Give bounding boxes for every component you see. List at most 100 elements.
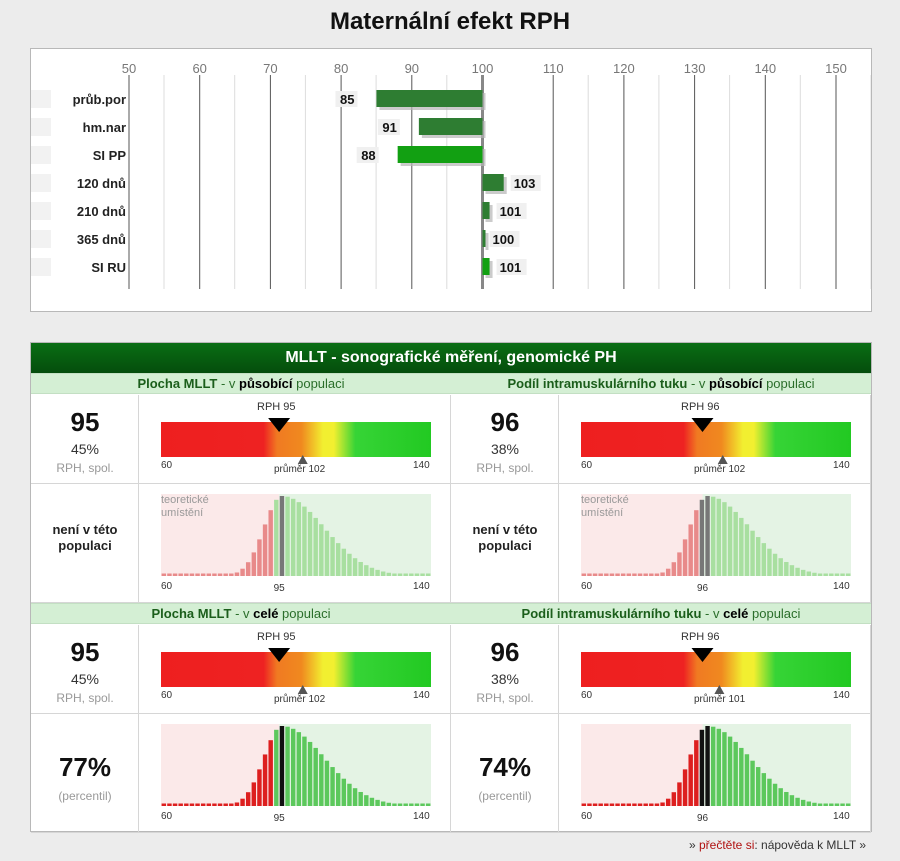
bar-chart-svg: 50 60 70 80 90 100 110 120 130 140 150 průb.por 85 hm… <box>31 61 871 289</box>
histogram-bar <box>217 803 223 806</box>
scale-cell: RPH 95 60 140 průměr 102 <box>139 395 451 484</box>
axis-tick-label: 150 <box>825 61 847 76</box>
average-marker-triangle <box>714 685 725 694</box>
histogram-bar <box>335 773 341 806</box>
histogram-bar <box>806 801 812 806</box>
histogram-bar <box>812 572 817 576</box>
bar-value-label: 100 <box>493 232 515 247</box>
bar <box>482 174 504 191</box>
histogram-bar <box>212 803 217 806</box>
hist-max-label: 140 <box>413 811 430 822</box>
histogram-bar <box>789 795 795 806</box>
histogram-bar <box>403 803 408 806</box>
histogram-bar <box>677 552 682 576</box>
histogram-bar <box>795 567 800 576</box>
rph-marker-triangle <box>691 648 714 662</box>
rph-value: 96 <box>490 407 520 437</box>
percentile-value: 77% <box>58 752 112 782</box>
histogram-bar <box>739 747 744 806</box>
percentile-cell: 77% (percentil) <box>31 714 139 833</box>
histogram-bar <box>649 803 654 806</box>
histogram-bar <box>268 740 273 806</box>
histogram-bar <box>615 803 620 806</box>
rph-marker-label: RPH 95 <box>257 401 296 413</box>
histogram-bar <box>245 792 251 806</box>
hist-mid-label: 96 <box>697 583 709 594</box>
rph-value: 95 <box>70 407 100 437</box>
rph-scale-gradient <box>581 422 851 457</box>
histogram-bar <box>778 788 783 806</box>
histogram-bar <box>352 788 358 806</box>
section-population-type: celé <box>723 606 749 621</box>
distribution-histogram: 95 <box>161 494 431 594</box>
histogram-bar <box>347 783 352 806</box>
histogram-bar <box>609 573 615 576</box>
histogram-bar <box>189 573 195 576</box>
histogram-bar <box>654 803 660 806</box>
histogram-bar <box>302 506 307 576</box>
histogram-bar <box>604 803 609 806</box>
histogram-bar <box>733 741 738 806</box>
section-population-suffix: populaci <box>292 376 345 391</box>
histogram-bar <box>834 803 840 806</box>
histogram-bar <box>665 568 671 576</box>
value-cell: 95 45% RPH, spol. <box>31 395 139 484</box>
histogram-bar <box>251 552 257 576</box>
section-subheader: Podíl intramuskulárního tuku - v působíc… <box>451 373 871 394</box>
histogram-bar <box>184 573 189 576</box>
histogram-bar <box>682 539 688 576</box>
percentile-cell: 74% (percentil) <box>451 714 559 833</box>
histogram-bar <box>330 767 335 806</box>
value-label-bg <box>496 203 527 219</box>
section-title: Plocha MLLT <box>151 606 232 621</box>
axis-tick-label: 60 <box>192 61 206 76</box>
histogram-bar <box>772 783 778 806</box>
histogram-bar <box>352 558 358 576</box>
histogram-bar <box>386 572 392 576</box>
value-cell: 96 38% RPH, spol. <box>451 395 559 484</box>
histogram-bar <box>172 803 178 806</box>
histogram-bar <box>319 524 324 576</box>
footer-link-help[interactable]: : nápověda k MLLT <box>754 838 856 852</box>
histogram-bar <box>217 573 223 576</box>
histogram-bar <box>626 573 632 576</box>
theoretical-placement-note: teoretické umístění <box>581 494 629 519</box>
bar <box>376 90 483 107</box>
histogram-bar <box>817 573 823 576</box>
value-label-bg <box>496 259 527 275</box>
histogram-bar <box>307 741 313 806</box>
histogram-bar <box>279 496 285 576</box>
histogram-bar <box>223 573 228 576</box>
histogram-bar <box>302 736 307 806</box>
axis-tick-label: 120 <box>613 61 635 76</box>
histogram-bar <box>262 754 268 806</box>
histogram-bar <box>240 568 245 576</box>
histogram-bar <box>660 802 665 806</box>
histogram-bar <box>722 502 727 576</box>
bar-row-label: SI RU <box>91 260 126 275</box>
row-stripe <box>31 174 51 192</box>
axis-tick-label: 130 <box>684 61 706 76</box>
histogram-cell: 95 60 140 <box>139 714 451 833</box>
average-label: průměr 101 <box>694 694 746 705</box>
histogram-bar <box>682 769 688 806</box>
percentile-label: (percentil) <box>58 789 112 803</box>
histogram-bar <box>189 803 195 806</box>
reliability-percent: 45% <box>70 671 100 687</box>
histogram-bar <box>727 736 733 806</box>
histogram-bar <box>206 803 212 806</box>
help-link[interactable]: » přečtěte si: nápověda k MLLT » <box>689 838 866 852</box>
rph-marker-triangle <box>268 418 291 432</box>
footer-suffix: » <box>855 838 866 852</box>
footer-link-read[interactable]: přečtěte si <box>699 838 755 852</box>
histogram-bar <box>397 803 403 806</box>
hist-mid-label: 95 <box>274 583 286 594</box>
histogram-bar <box>767 548 772 576</box>
histogram-bar <box>313 747 318 806</box>
bar <box>482 202 490 219</box>
histogram-bar <box>733 511 738 576</box>
section-population-suffix: populaci <box>748 606 801 621</box>
scale-min-label: 60 <box>161 460 173 471</box>
mllt-panel: MLLT - sonografické měření, genomické PH… <box>30 342 872 833</box>
unit-label: RPH, spol. <box>56 461 114 475</box>
